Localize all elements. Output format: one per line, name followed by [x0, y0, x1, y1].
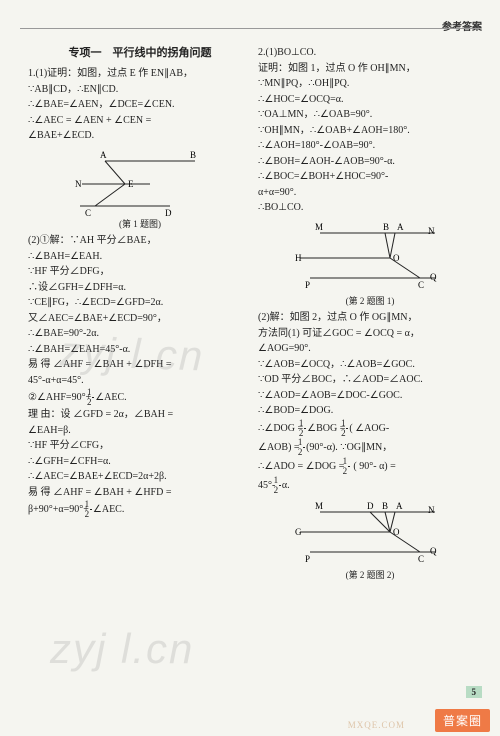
text-line: 证明：如图 1，过点 O 作 OH∥MN，: [258, 61, 482, 77]
page-header: 参考答案: [442, 18, 482, 33]
text-line: ∴∠BAE=∠AEN，∠DCE=∠CEN.: [28, 97, 252, 113]
text-line: ∵∠AOD=∠AOB=∠DOC-∠GOC.: [258, 388, 482, 404]
text-span: ∠AEC.: [95, 392, 126, 403]
fraction: 12: [279, 476, 281, 495]
fig-caption-1: (第 1 题图): [28, 218, 252, 232]
text-line: ∴设∠GFH=∠DFH=α.: [28, 280, 252, 296]
text-span: α.: [282, 480, 290, 491]
svg-text:A: A: [100, 150, 107, 160]
text-line: ∴∠BOH=∠AOH-∠AOB=90°-α.: [258, 154, 482, 170]
svg-text:N: N: [75, 179, 82, 189]
bottom-logo: 普案圈: [435, 709, 490, 732]
svg-text:N: N: [428, 505, 435, 515]
text-line: ∵OA⊥MN，∴∠OAB=90°.: [258, 107, 482, 123]
fig-caption-3: (第 2 题图 2): [258, 569, 482, 583]
text-line: 2.(1)BO⊥CO.: [258, 45, 482, 61]
text-line: ∠AOG=90°.: [258, 341, 482, 357]
svg-text:C: C: [418, 554, 424, 564]
text-line: ∵MN∥PQ，∴OH∥PQ.: [258, 76, 482, 92]
text-line: ∴∠ADO = ∠DOG = 12 ( 90°- α) =: [258, 457, 482, 476]
text-line: ∠EAH=β.: [28, 423, 252, 439]
text-line: ∵OD 平分∠BOC，∴∠AOD=∠AOC.: [258, 372, 482, 388]
svg-text:D: D: [367, 501, 374, 511]
text-line: 易 得 ∠AHF = ∠BAH + ∠HFD =: [28, 485, 252, 501]
svg-text:N: N: [428, 226, 435, 236]
right-column: 2.(1)BO⊥CO. 证明：如图 1，过点 O 作 OH∥MN， ∵MN∥PQ…: [258, 45, 482, 731]
svg-text:O: O: [393, 253, 400, 263]
text-line: 理 由：设 ∠GFD = 2α，∠BAH =: [28, 407, 252, 423]
text-line: β+90°+α=90°+12∠AEC.: [28, 500, 252, 519]
text-span: ( 90°- α) =: [351, 461, 396, 472]
svg-text:C: C: [85, 208, 91, 216]
svg-text:A: A: [397, 222, 404, 232]
figure-2: M B A N H O P C Q: [258, 218, 482, 293]
svg-text:G: G: [295, 527, 302, 537]
svg-text:B: B: [190, 150, 196, 160]
fraction: 12: [348, 457, 350, 476]
fraction: 12: [92, 388, 94, 407]
text-line: (2)解：如图 2，过点 O 作 OG∥MN，: [258, 310, 482, 326]
text-line: ∴∠BOC=∠BOH+∠HOC=90°-: [258, 169, 482, 185]
figure-1: A B N E C D: [28, 146, 252, 216]
text-line: ∴∠AEC=∠BAE+∠ECD=2α+2β.: [28, 469, 252, 485]
svg-text:Q: Q: [430, 272, 437, 282]
svg-text:P: P: [305, 280, 310, 290]
section-title: 专项一 平行线中的拐角问题: [28, 45, 252, 62]
svg-text:C: C: [418, 280, 424, 290]
text-line: ②∠AHF=90°+12∠AEC.: [28, 388, 252, 407]
fraction: 12: [304, 419, 306, 438]
text-line: ∴∠AOH=180°-∠OAB=90°.: [258, 138, 482, 154]
text-line: ∠AOB) = 12(90°-α). ∵OG∥MN，: [258, 438, 482, 457]
bottom-url: MXQE.COM: [348, 720, 405, 730]
text-line: 又∠AEC=∠BAE+∠ECD=90°，: [28, 311, 252, 327]
text-span: ②∠AHF=90°+: [28, 392, 91, 403]
fraction: 12: [90, 500, 92, 519]
text-line: ∠BAE+∠ECD.: [28, 128, 252, 144]
text-span: ∠AOB) =: [258, 442, 302, 453]
text-line: ∵∠AOB=∠OCQ，∴∠AOB=∠GOC.: [258, 357, 482, 373]
svg-text:M: M: [315, 501, 323, 511]
text-line: 1.(1)证明：如图，过点 E 作 EN∥AB，: [28, 66, 252, 82]
text-line: ∴∠BOD=∠DOG.: [258, 403, 482, 419]
text-line: ∴∠DOG =12∠BOG =12( ∠AOG-: [258, 419, 482, 438]
text-line: ∵OH∥MN，∴∠OAB+∠AOH=180°.: [258, 123, 482, 139]
svg-text:M: M: [315, 222, 323, 232]
text-span: ∠AEC.: [93, 504, 124, 515]
text-span: ( ∠AOG-: [349, 423, 389, 434]
watermark: zyj l.cn: [50, 625, 194, 673]
text-line: ∵HF 平分∠CFG，: [28, 438, 252, 454]
text-line: ∴∠HOC=∠OCQ=α.: [258, 92, 482, 108]
figure-3: M D B A N G O P C Q: [258, 497, 482, 567]
svg-text:A: A: [396, 501, 403, 511]
text-line: 45°- 12α.: [258, 476, 482, 495]
text-line: (2)①解：∵AH 平分∠BAE，: [28, 233, 252, 249]
svg-text:D: D: [165, 208, 172, 216]
svg-text:B: B: [382, 501, 388, 511]
fig-caption-2: (第 2 题图 1): [258, 295, 482, 309]
text-line: ∵AB∥CD，∴EN∥CD.: [28, 82, 252, 98]
svg-text:O: O: [393, 527, 400, 537]
svg-text:H: H: [295, 253, 302, 263]
text-line: 方法同(1) 可证∠GOC = ∠OCQ = α，: [258, 326, 482, 342]
text-line: ∴∠AEC = ∠AEN + ∠CEN =: [28, 113, 252, 129]
text-line: ∴∠GFH=∠CFH=α.: [28, 454, 252, 470]
watermark: zyj l.cn: [59, 327, 205, 380]
text-span: ∠BOG =: [307, 423, 345, 434]
text-span: (90°-α). ∵OG∥MN，: [306, 442, 392, 453]
text-line: ∵CE∥FG，∴∠ECD=∠GFD=2α.: [28, 295, 252, 311]
text-line: ∴BO⊥CO.: [258, 200, 482, 216]
header-divider: [20, 28, 480, 29]
text-line: ∴∠BAH=∠EAH.: [28, 249, 252, 265]
text-line: ∵HF 平分∠DFG，: [28, 264, 252, 280]
page-number-badge: 5: [466, 686, 483, 698]
svg-text:P: P: [305, 554, 310, 564]
svg-text:B: B: [383, 222, 389, 232]
text-span: ∴∠DOG =: [258, 423, 303, 434]
text-span: ∴∠ADO = ∠DOG =: [258, 461, 347, 472]
text-span: β+90°+α=90°+: [28, 504, 89, 515]
fraction: 12: [303, 438, 305, 457]
text-line: α+α=90°.: [258, 185, 482, 201]
svg-text:Q: Q: [430, 546, 437, 556]
svg-text:E: E: [128, 179, 134, 189]
